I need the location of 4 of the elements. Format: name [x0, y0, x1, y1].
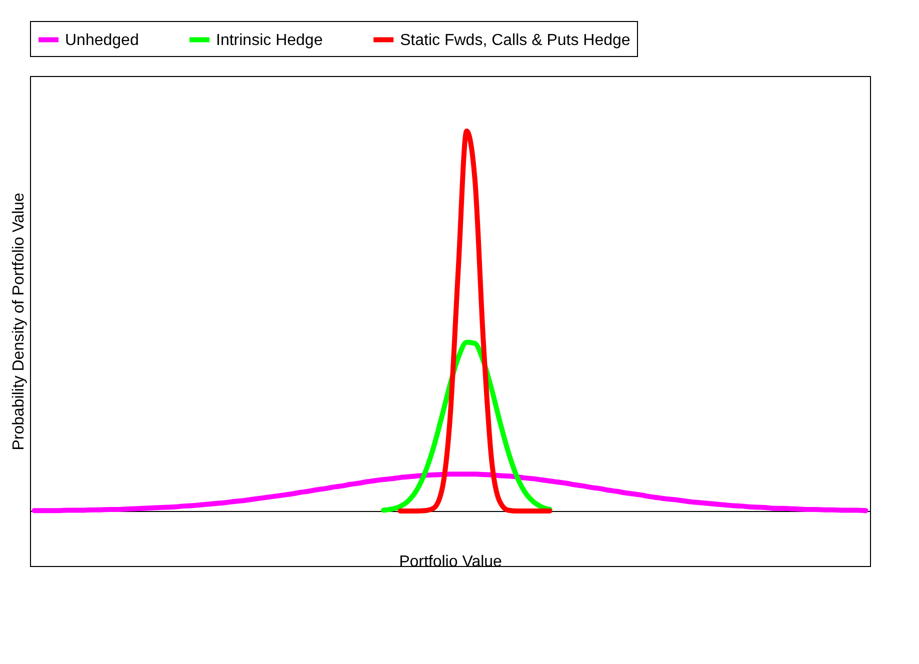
y-axis-title: Probability Density of Portfolio Value — [10, 192, 28, 450]
legend-label: Static Fwds, Calls & Puts Hedge — [400, 32, 630, 49]
legend-label: Unhedged — [65, 32, 139, 49]
legend-label: Intrinsic Hedge — [216, 32, 323, 49]
